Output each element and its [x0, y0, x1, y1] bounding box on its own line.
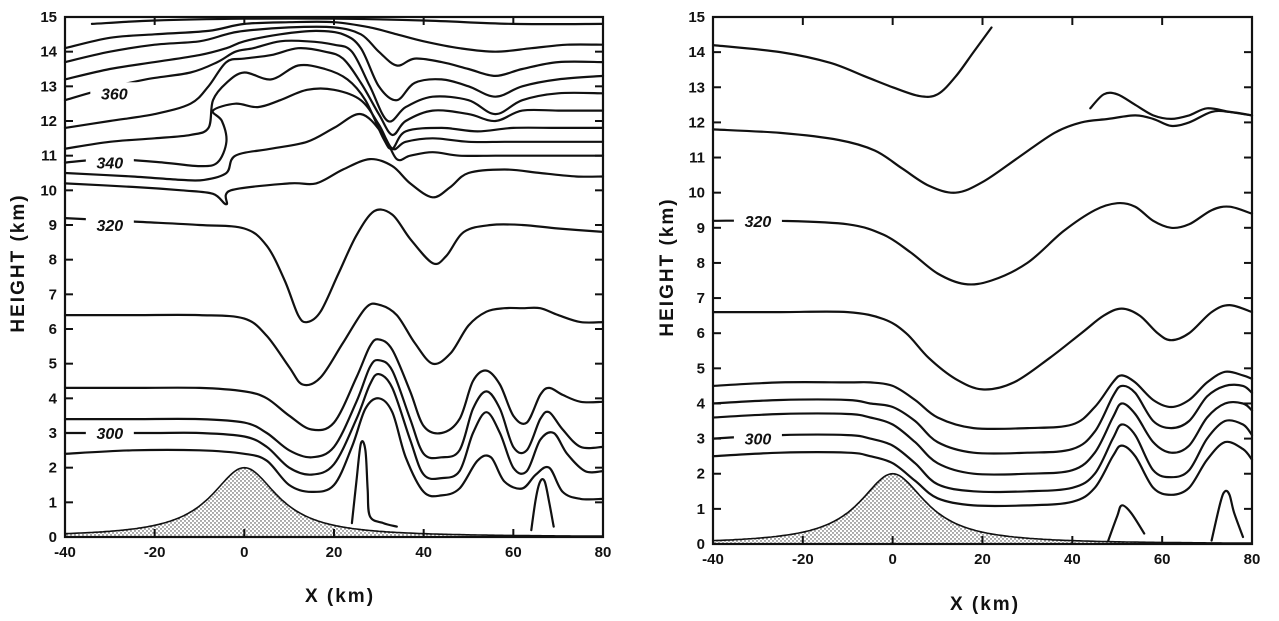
left-isentrope-5 — [63, 208, 605, 324]
left-isentrope-12 — [63, 29, 605, 102]
right-y-tick-label: 7 — [697, 290, 705, 307]
left-isentrope-7 — [63, 112, 605, 182]
right-isentrope-12 — [1210, 489, 1245, 542]
right-isentrope-1 — [711, 419, 1254, 494]
left-y-tick-label: 13 — [40, 78, 57, 95]
right-x-tick-label: 0 — [888, 551, 896, 568]
right-y-tick-label: 8 — [697, 255, 705, 272]
right-y-axis-label: HEIGHT (km) — [657, 197, 678, 336]
left-x-tick-label: -40 — [54, 544, 76, 561]
right-isentrope-0 — [711, 440, 1254, 508]
right-contour-label: 320 — [745, 214, 772, 231]
left-isentrope-14 — [63, 20, 605, 53]
right-x-tick-label: 20 — [974, 551, 991, 568]
right-isentrope-7 — [711, 109, 1254, 194]
left-y-axis-label: HEIGHT (km) — [8, 193, 29, 332]
left-isentrope-8 — [63, 87, 605, 168]
right-x-tick-label: -40 — [702, 551, 724, 568]
right-isentrope-8 — [711, 26, 993, 98]
left-y-tick-label: 7 — [49, 286, 57, 303]
left-contour-label-bg — [90, 82, 139, 103]
right-isentrope-6 — [711, 201, 1254, 286]
right-isentrope-4 — [711, 370, 1254, 431]
right-isentrope-2 — [711, 401, 1254, 476]
right-contour-label: 300 — [745, 432, 772, 449]
left-isentrope-9 — [63, 63, 605, 151]
left-y-tick-label: 11 — [41, 148, 57, 165]
right-x-tick-label: -20 — [792, 551, 814, 568]
left-contour-label: 340 — [96, 156, 123, 173]
right-y-tick-label: 14 — [688, 44, 705, 61]
right-terrain-mountain — [712, 472, 1253, 545]
left-isentrope-6 — [63, 157, 605, 206]
left-contour-label: 360 — [101, 86, 128, 103]
left-x-tick-label: 0 — [240, 544, 248, 561]
left-x-tick-label: 40 — [415, 544, 432, 561]
left-isentrope-16 — [350, 440, 398, 528]
left-x-axis-label: X (km) — [305, 586, 375, 607]
left-y-tick-label: 1 — [49, 494, 57, 511]
left-x-tick-label: 20 — [326, 544, 343, 561]
right-y-tick-label: 15 — [688, 9, 705, 26]
left-y-tick-label: 8 — [49, 252, 57, 269]
left-isentrope-1 — [63, 372, 605, 481]
right-x-tick-label: 40 — [1064, 551, 1081, 568]
left-y-tick-label: 14 — [40, 44, 57, 61]
right-plot-frame — [711, 15, 1254, 546]
right-y-tick-label: 4 — [697, 395, 706, 412]
left-y-tick-label: 3 — [49, 425, 57, 442]
left-isentrope-17 — [530, 478, 555, 532]
right-y-tick-label: 6 — [697, 325, 705, 342]
right-y-tick-label: 2 — [697, 466, 705, 483]
right-y-tick-label: 10 — [688, 185, 705, 202]
left-plot-frame — [63, 15, 605, 539]
left-x-tick-label: 60 — [505, 544, 522, 561]
right-isentrope-5 — [711, 304, 1254, 391]
right-isentrope-3 — [711, 383, 1254, 455]
left-x-tick-label: -20 — [144, 544, 166, 561]
left-isentrope-3 — [63, 338, 605, 435]
left-terrain-mountain — [64, 466, 604, 538]
left-y-tick-label: 5 — [49, 356, 57, 373]
left-x-tick-label: 80 — [595, 544, 612, 561]
right-y-tick-label: 13 — [688, 79, 705, 96]
left-isentrope-2 — [63, 358, 605, 460]
left-contour-label-bg — [85, 151, 134, 172]
right-x-tick-label: 80 — [1244, 551, 1261, 568]
left-contour-label: 320 — [96, 218, 123, 235]
left-y-tick-label: 9 — [49, 217, 57, 234]
left-contour-label-bg — [85, 214, 134, 234]
left-contour-label-bg — [85, 422, 134, 442]
right-x-tick-label: 60 — [1154, 551, 1171, 568]
left-y-tick-label: 4 — [49, 390, 58, 407]
left-y-tick-label: 2 — [49, 460, 57, 477]
left-isentrope-4 — [63, 302, 605, 387]
right-contour-label-bg — [733, 427, 782, 448]
right-y-tick-label: 0 — [697, 536, 705, 553]
left-y-tick-label: 6 — [49, 321, 57, 338]
right-y-tick-label: 11 — [689, 150, 705, 167]
left-y-tick-label: 0 — [49, 529, 57, 546]
right-y-tick-label: 1 — [697, 501, 705, 518]
left-y-tick-label: 10 — [40, 182, 57, 199]
left-isentrope-11 — [63, 39, 605, 123]
right-y-tick-label: 12 — [688, 114, 705, 131]
left-y-tick-label: 15 — [40, 9, 57, 26]
right-contour-label-bg — [733, 209, 782, 230]
left-isentrope-13 — [63, 25, 605, 77]
right-isentrope-11 — [1107, 504, 1146, 542]
left-isentrope-0 — [63, 397, 605, 501]
right-y-tick-label: 9 — [697, 220, 705, 237]
left-isentrope-10 — [63, 47, 605, 137]
left-y-tick-label: 12 — [40, 113, 57, 130]
left-contour-label: 300 — [96, 426, 123, 443]
right-x-axis-label: X (km) — [950, 594, 1020, 615]
right-isentrope-10 — [1089, 91, 1254, 120]
right-y-tick-label: 3 — [697, 431, 705, 448]
right-y-tick-label: 5 — [697, 360, 705, 377]
